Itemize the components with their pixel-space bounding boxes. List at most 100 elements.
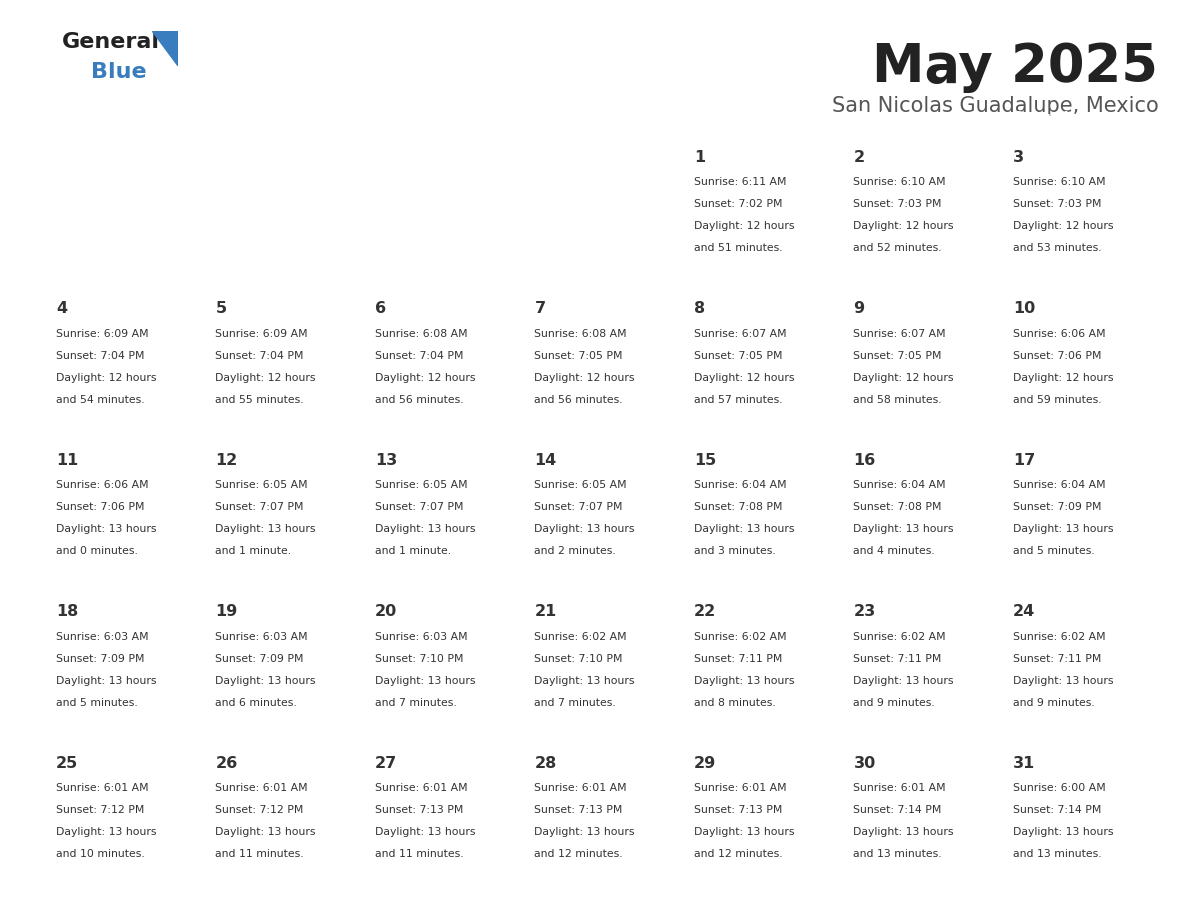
Text: Daylight: 13 hours: Daylight: 13 hours — [1013, 827, 1113, 837]
Text: Daylight: 13 hours: Daylight: 13 hours — [56, 827, 157, 837]
Text: Sunrise: 6:03 AM: Sunrise: 6:03 AM — [215, 632, 308, 642]
Text: Sunset: 7:14 PM: Sunset: 7:14 PM — [853, 805, 942, 815]
Text: Sunrise: 6:05 AM: Sunrise: 6:05 AM — [535, 480, 627, 490]
Text: 25: 25 — [56, 756, 78, 770]
Text: 19: 19 — [215, 604, 238, 619]
Text: Sunrise: 6:01 AM: Sunrise: 6:01 AM — [215, 783, 308, 793]
Text: Sunrise: 6:05 AM: Sunrise: 6:05 AM — [375, 480, 468, 490]
Text: Daylight: 13 hours: Daylight: 13 hours — [215, 676, 316, 686]
Text: Sunset: 7:03 PM: Sunset: 7:03 PM — [853, 199, 942, 209]
Text: 6: 6 — [375, 301, 386, 316]
Text: Daylight: 13 hours: Daylight: 13 hours — [375, 827, 475, 837]
Text: Sunrise: 6:02 AM: Sunrise: 6:02 AM — [694, 632, 786, 642]
Text: 7: 7 — [535, 301, 545, 316]
Text: 31: 31 — [1013, 756, 1035, 770]
Text: and 7 minutes.: and 7 minutes. — [375, 698, 456, 708]
Text: Thursday: Thursday — [694, 111, 770, 126]
Text: Sunset: 7:05 PM: Sunset: 7:05 PM — [853, 351, 942, 361]
Text: and 56 minutes.: and 56 minutes. — [535, 395, 623, 405]
Text: Sunrise: 6:01 AM: Sunrise: 6:01 AM — [56, 783, 148, 793]
Text: Sunset: 7:14 PM: Sunset: 7:14 PM — [1013, 805, 1101, 815]
Text: Daylight: 13 hours: Daylight: 13 hours — [853, 524, 954, 534]
Text: 11: 11 — [56, 453, 78, 467]
Text: and 11 minutes.: and 11 minutes. — [215, 849, 304, 859]
Text: Sunset: 7:10 PM: Sunset: 7:10 PM — [375, 654, 463, 664]
Text: Sunset: 7:07 PM: Sunset: 7:07 PM — [215, 502, 304, 512]
Text: Sunrise: 6:02 AM: Sunrise: 6:02 AM — [1013, 632, 1106, 642]
Text: Saturday: Saturday — [1013, 111, 1087, 126]
Text: Sunset: 7:11 PM: Sunset: 7:11 PM — [694, 654, 783, 664]
Text: Sunrise: 6:08 AM: Sunrise: 6:08 AM — [375, 329, 468, 339]
Text: Sunrise: 6:09 AM: Sunrise: 6:09 AM — [215, 329, 308, 339]
Text: and 55 minutes.: and 55 minutes. — [215, 395, 304, 405]
Text: and 0 minutes.: and 0 minutes. — [56, 546, 138, 556]
Text: Blue: Blue — [91, 62, 147, 82]
Text: Sunrise: 6:06 AM: Sunrise: 6:06 AM — [1013, 329, 1106, 339]
Text: and 9 minutes.: and 9 minutes. — [853, 698, 935, 708]
Text: Sunset: 7:04 PM: Sunset: 7:04 PM — [56, 351, 144, 361]
Text: Daylight: 13 hours: Daylight: 13 hours — [215, 524, 316, 534]
Text: 16: 16 — [853, 453, 876, 467]
Text: Daylight: 12 hours: Daylight: 12 hours — [853, 373, 954, 383]
Text: 30: 30 — [853, 756, 876, 770]
Text: Sunrise: 6:03 AM: Sunrise: 6:03 AM — [375, 632, 468, 642]
Text: 10: 10 — [1013, 301, 1035, 316]
Text: Sunrise: 6:04 AM: Sunrise: 6:04 AM — [1013, 480, 1106, 490]
Text: 8: 8 — [694, 301, 706, 316]
Text: Sunset: 7:10 PM: Sunset: 7:10 PM — [535, 654, 623, 664]
Text: 22: 22 — [694, 604, 716, 619]
Text: Monday: Monday — [215, 111, 280, 126]
Text: and 10 minutes.: and 10 minutes. — [56, 849, 145, 859]
Text: Daylight: 12 hours: Daylight: 12 hours — [694, 373, 795, 383]
Text: 13: 13 — [375, 453, 397, 467]
Text: and 9 minutes.: and 9 minutes. — [1013, 698, 1095, 708]
Text: Sunset: 7:13 PM: Sunset: 7:13 PM — [694, 805, 783, 815]
Text: and 3 minutes.: and 3 minutes. — [694, 546, 776, 556]
Text: and 51 minutes.: and 51 minutes. — [694, 243, 783, 253]
Text: Sunset: 7:03 PM: Sunset: 7:03 PM — [1013, 199, 1101, 209]
Text: Sunset: 7:12 PM: Sunset: 7:12 PM — [56, 805, 144, 815]
Text: Daylight: 13 hours: Daylight: 13 hours — [56, 676, 157, 686]
Text: 26: 26 — [215, 756, 238, 770]
Text: and 58 minutes.: and 58 minutes. — [853, 395, 942, 405]
Text: Daylight: 13 hours: Daylight: 13 hours — [853, 676, 954, 686]
Text: Sunset: 7:06 PM: Sunset: 7:06 PM — [56, 502, 144, 512]
Text: 21: 21 — [535, 604, 557, 619]
Text: Sunrise: 6:08 AM: Sunrise: 6:08 AM — [535, 329, 627, 339]
Text: 18: 18 — [56, 604, 78, 619]
Text: Sunrise: 6:09 AM: Sunrise: 6:09 AM — [56, 329, 148, 339]
Text: and 2 minutes.: and 2 minutes. — [535, 546, 617, 556]
Text: Daylight: 12 hours: Daylight: 12 hours — [694, 221, 795, 231]
Text: Sunset: 7:13 PM: Sunset: 7:13 PM — [375, 805, 463, 815]
Text: Sunset: 7:05 PM: Sunset: 7:05 PM — [535, 351, 623, 361]
Text: and 5 minutes.: and 5 minutes. — [1013, 546, 1095, 556]
Text: Sunset: 7:04 PM: Sunset: 7:04 PM — [215, 351, 304, 361]
Text: and 11 minutes.: and 11 minutes. — [375, 849, 463, 859]
Text: Daylight: 12 hours: Daylight: 12 hours — [1013, 221, 1113, 231]
Text: Sunrise: 6:06 AM: Sunrise: 6:06 AM — [56, 480, 148, 490]
Text: General: General — [62, 32, 159, 52]
Text: Daylight: 13 hours: Daylight: 13 hours — [535, 827, 634, 837]
Text: 15: 15 — [694, 453, 716, 467]
Text: and 57 minutes.: and 57 minutes. — [694, 395, 783, 405]
Text: and 1 minute.: and 1 minute. — [375, 546, 451, 556]
Text: Wednesday: Wednesday — [535, 111, 630, 126]
Text: and 7 minutes.: and 7 minutes. — [535, 698, 617, 708]
Text: Daylight: 13 hours: Daylight: 13 hours — [215, 827, 316, 837]
Text: Daylight: 12 hours: Daylight: 12 hours — [853, 221, 954, 231]
Text: Sunrise: 6:01 AM: Sunrise: 6:01 AM — [375, 783, 468, 793]
Text: Sunrise: 6:04 AM: Sunrise: 6:04 AM — [853, 480, 946, 490]
Text: 29: 29 — [694, 756, 716, 770]
Text: Sunset: 7:06 PM: Sunset: 7:06 PM — [1013, 351, 1101, 361]
Text: Sunrise: 6:01 AM: Sunrise: 6:01 AM — [694, 783, 786, 793]
Text: Sunset: 7:09 PM: Sunset: 7:09 PM — [56, 654, 144, 664]
Text: Daylight: 13 hours: Daylight: 13 hours — [1013, 524, 1113, 534]
Text: Sunset: 7:08 PM: Sunset: 7:08 PM — [694, 502, 783, 512]
Text: Sunrise: 6:02 AM: Sunrise: 6:02 AM — [853, 632, 946, 642]
Text: 5: 5 — [215, 301, 227, 316]
Text: Sunrise: 6:03 AM: Sunrise: 6:03 AM — [56, 632, 148, 642]
Text: Daylight: 13 hours: Daylight: 13 hours — [694, 827, 795, 837]
Text: Sunset: 7:09 PM: Sunset: 7:09 PM — [215, 654, 304, 664]
Text: Daylight: 12 hours: Daylight: 12 hours — [1013, 373, 1113, 383]
Text: and 5 minutes.: and 5 minutes. — [56, 698, 138, 708]
